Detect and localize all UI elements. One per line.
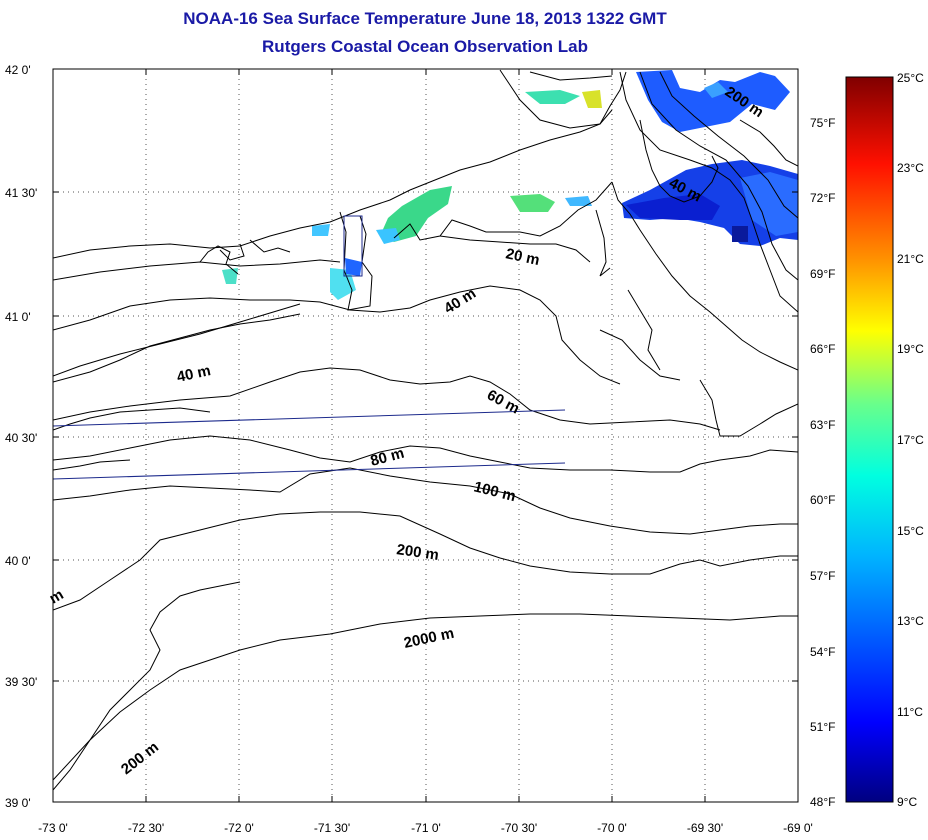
contour-label-100m: 100 m — [472, 478, 517, 505]
map-subtitle: Rutgers Coastal Ocean Observation Lab — [262, 37, 588, 56]
sst-patch-cape-dark2 — [732, 226, 748, 242]
sst-patch-fishers — [312, 224, 330, 236]
lon-gridlines — [145, 69, 706, 802]
lat-label: 42 0' — [5, 63, 31, 77]
lat-label: 40 30' — [5, 431, 37, 445]
lon-label: -70 30' — [501, 821, 537, 835]
contour-20m — [439, 235, 591, 263]
contour-60m — [53, 367, 721, 431]
contour-2000m — [53, 613, 798, 781]
celsius-label: 15°C — [897, 524, 924, 538]
sst-patch-narr — [380, 186, 452, 242]
contour-200m-canyon — [53, 581, 241, 791]
lat-label: 39 30' — [5, 675, 37, 689]
fahrenheit-label: 51°F — [810, 720, 835, 734]
colorbar-celsius-labels: 25°C 23°C 21°C 19°C 17°C 15°C 13°C 11°C … — [897, 71, 924, 809]
fahrenheit-label: 54°F — [810, 645, 835, 659]
lat-label: 39 0' — [5, 796, 31, 810]
lat-labels: 42 0' 41 30' 41 0' 40 30' 40 0' 39 30' 3… — [5, 63, 37, 810]
sst-patch-cape-dark — [626, 194, 720, 220]
contour-label-40m-west: 40 m — [175, 362, 212, 386]
fahrenheit-label: 72°F — [810, 191, 835, 205]
fahrenheit-label: 57°F — [810, 569, 835, 583]
celsius-label: 19°C — [897, 342, 924, 356]
lon-label: -72 0' — [224, 821, 254, 835]
sst-patch-bay2 — [565, 196, 592, 206]
contour-sound2 — [529, 71, 613, 81]
sst-patches — [222, 70, 798, 300]
contour-label-200m-mid: 200 m — [395, 541, 439, 564]
contour-label-2000m: 2000 m — [402, 625, 455, 652]
lon-label: -73 0' — [38, 821, 68, 835]
fahrenheit-label: 66°F — [810, 342, 835, 356]
celsius-label: 17°C — [897, 433, 924, 447]
contour-sound — [499, 69, 613, 129]
sst-patch-sound-a — [525, 90, 580, 104]
fahrenheit-label: 75°F — [810, 116, 835, 130]
bathymetry-contours — [53, 69, 798, 791]
contour-label-80m: 80 m — [369, 445, 406, 470]
celsius-label: 23°C — [897, 161, 924, 175]
contour-label-m-west: m — [47, 586, 67, 607]
lon-label: -69 30' — [687, 821, 723, 835]
lon-label: -71 0' — [411, 821, 441, 835]
contour-label-200m-sw: 200 m — [118, 739, 162, 779]
coastline — [53, 71, 798, 471]
fahrenheit-label: 48°F — [810, 795, 835, 809]
contour-80m — [53, 435, 798, 473]
celsius-label: 21°C — [897, 252, 924, 266]
fahrenheit-label: 69°F — [810, 267, 835, 281]
colorbar: 25°C 23°C 21°C 19°C 17°C 15°C 13°C 11°C … — [810, 71, 924, 809]
contour-label-20m: 20 m — [504, 245, 541, 269]
celsius-label: 11°C — [897, 705, 923, 719]
celsius-label: 13°C — [897, 614, 924, 628]
sst-patch-narr-blue — [376, 228, 400, 244]
lon-label: -72 30' — [128, 821, 164, 835]
tick-marks — [53, 68, 798, 803]
fahrenheit-label: 63°F — [810, 418, 835, 432]
sst-patch-sound-b — [582, 90, 602, 108]
lon-label: -70 0' — [597, 821, 627, 835]
sst-patch-block2 — [345, 258, 362, 276]
sst-patch-westsound — [222, 268, 238, 284]
lat-label: 40 0' — [5, 554, 31, 568]
track-lines — [53, 409, 566, 480]
fahrenheit-label: 60°F — [810, 493, 835, 507]
contour-40m-north — [53, 285, 621, 385]
map-title: NOAA-16 Sea Surface Temperature June 18,… — [183, 9, 667, 28]
contour-label-60m: 60 m — [484, 387, 522, 418]
colorbar-fahrenheit-labels: 75°F 72°F 69°F 66°F 63°F 60°F 57°F 54°F … — [810, 116, 835, 809]
contour-200m — [53, 511, 798, 611]
sst-patch-north-east-light — [704, 82, 728, 98]
lat-label: 41 30' — [5, 186, 37, 200]
sst-patch-north-east — [636, 70, 790, 132]
contour-ne-b — [639, 71, 798, 281]
celsius-label: 25°C — [897, 71, 924, 85]
sst-patch-cape-east — [740, 172, 798, 236]
lon-labels: -73 0' -72 30' -72 0' -71 30' -71 0' -70… — [38, 821, 813, 835]
contour-100m — [53, 467, 798, 535]
lat-label: 41 0' — [5, 310, 31, 324]
contour-40m — [53, 313, 301, 383]
sst-patch-bay — [510, 194, 555, 212]
colorbar-gradient — [845, 76, 894, 803]
lon-label: -71 30' — [314, 821, 350, 835]
region-box — [343, 215, 363, 277]
celsius-label: 9°C — [897, 795, 917, 809]
contour-ne-c — [659, 71, 798, 219]
contour-ne-a — [619, 71, 798, 313]
lon-label: -69 0' — [783, 821, 813, 835]
